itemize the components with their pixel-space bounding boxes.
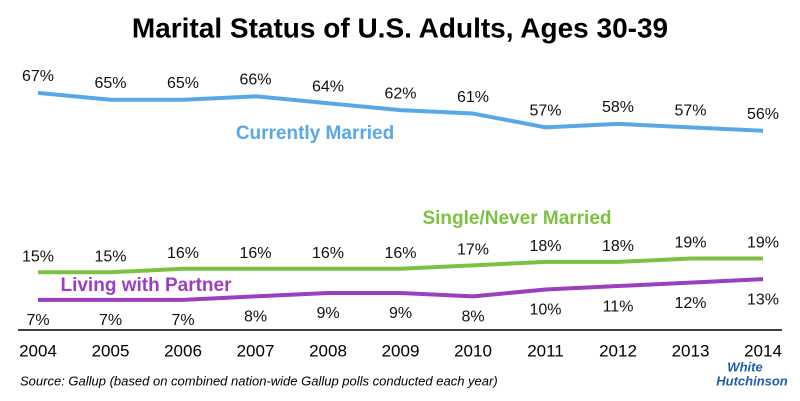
data-label: 18% [602, 238, 634, 255]
data-label: 66% [239, 72, 271, 89]
x-tick-label: 2004 [19, 341, 57, 360]
data-label: 10% [529, 302, 561, 319]
data-label: 62% [384, 85, 416, 102]
data-label: 11% [603, 298, 634, 315]
data-label: 13% [747, 291, 779, 308]
data-label: 19% [674, 235, 706, 252]
data-label: 9% [389, 305, 412, 322]
data-label: 64% [312, 78, 344, 95]
x-tick-label: 2009 [382, 341, 420, 360]
data-label: 12% [674, 295, 706, 312]
x-tick-label: 2014 [744, 341, 782, 360]
source: Source: Gallup (based on combined nation… [20, 373, 498, 388]
data-label: 56% [747, 106, 779, 123]
data-label: 16% [384, 245, 416, 262]
data-label: 65% [167, 75, 199, 92]
logo: Hutchinson [716, 373, 788, 388]
logo: White [727, 359, 762, 374]
x-tick-label: 2013 [672, 341, 710, 360]
data-label: 57% [674, 103, 706, 120]
x-tick-label: 2011 [527, 341, 564, 360]
series-label: Currently Married [236, 123, 394, 144]
x-tick-label: 2006 [164, 341, 202, 360]
series-label: Living with Partner [60, 275, 232, 296]
data-label: 18% [529, 238, 561, 255]
data-label: 19% [747, 235, 779, 252]
data-label: 16% [167, 245, 199, 262]
data-label: 9% [316, 305, 339, 322]
x-tick-label: 2012 [599, 341, 637, 360]
x-tick-label: 2008 [309, 341, 347, 360]
x-tick-label: 2010 [454, 341, 492, 360]
data-label: 61% [457, 89, 489, 106]
x-tick-label: 2007 [237, 341, 275, 360]
data-label: 7% [26, 312, 49, 329]
series-line [38, 256, 763, 275]
data-label: 8% [244, 309, 267, 326]
data-label: 57% [529, 103, 561, 120]
data-label: 16% [312, 245, 344, 262]
data-label: 8% [461, 309, 484, 326]
data-label: 67% [22, 68, 54, 85]
data-label: 7% [99, 312, 122, 329]
data-label: 58% [602, 99, 634, 116]
chart-title: Marital Status of U.S. Adults, Ages 30-3… [132, 12, 668, 43]
series-label: Single/Never Married [422, 208, 611, 229]
data-label: 65% [94, 75, 126, 92]
data-label: 16% [239, 245, 271, 262]
data-label: 7% [171, 312, 194, 329]
series-line [38, 277, 764, 302]
series-line [37, 90, 764, 133]
x-tick-label: 2005 [92, 341, 130, 360]
data-label: 17% [457, 242, 489, 259]
data-label: 15% [22, 248, 54, 265]
data-label: 15% [94, 248, 126, 265]
